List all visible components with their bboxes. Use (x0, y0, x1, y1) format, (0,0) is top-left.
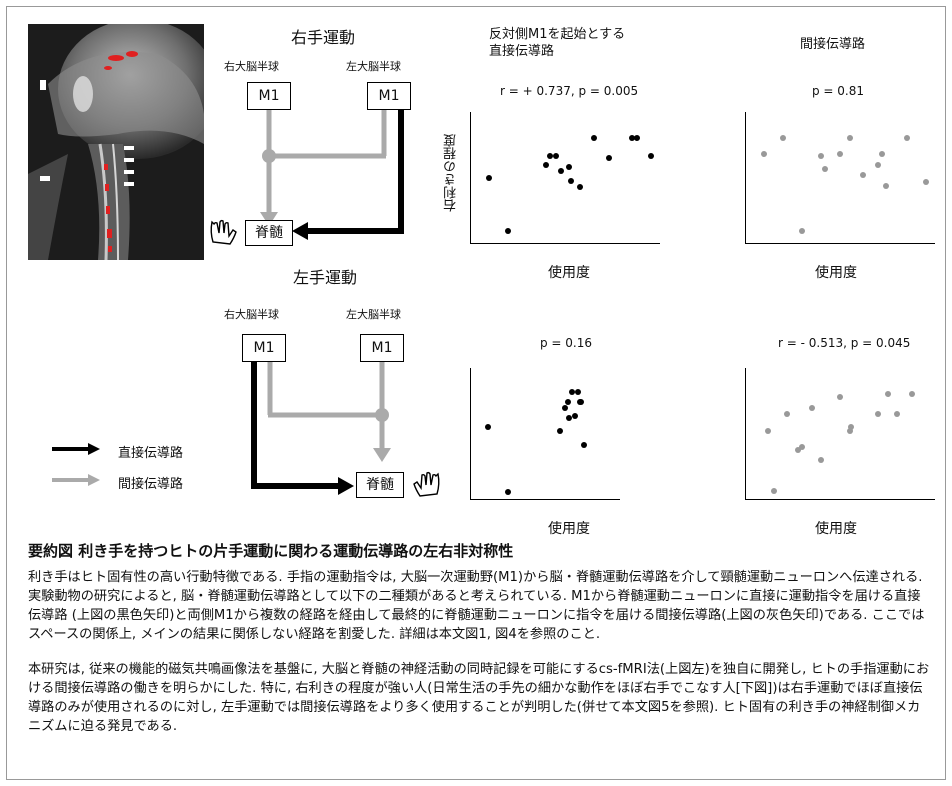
mri-image (28, 19, 218, 261)
scatter-point (783, 411, 790, 418)
legend-direct-label: 直接伝導路 (118, 446, 184, 461)
scatter-point (818, 152, 824, 159)
scatter-point (770, 487, 777, 494)
top-m1-right-hemisphere: M1 (247, 82, 291, 110)
scatter-point (590, 135, 597, 142)
scatter-point (859, 172, 866, 179)
scatter-point (799, 227, 805, 234)
top-pathway-arrows (260, 108, 404, 240)
scatter-point (799, 444, 805, 451)
top-title: 右手運動 (291, 28, 356, 47)
scatter-axis (470, 368, 620, 500)
scatter-point (878, 151, 885, 158)
scatter-point (505, 227, 511, 234)
column-header-direct: 反対側M1を起始とする 直接伝導路 (489, 27, 626, 59)
scatter-point (821, 165, 828, 172)
scatter-point (837, 151, 843, 158)
scatter-xlabel: 使用度 (815, 265, 857, 281)
legend-indirect-arrow-icon (52, 474, 100, 486)
bottom-title: 左手運動 (293, 268, 358, 287)
bottom-spinal-cord: 脊髄 (356, 472, 404, 498)
scatter-point (564, 399, 571, 406)
scatter-point (808, 404, 815, 411)
caption-paragraph-1: 利き手はヒト固有性の高い行動特徴である. 手指の運動指令は, 大脳一次運動野(M… (28, 570, 925, 642)
scatter-xlabel: 使用度 (815, 521, 857, 537)
scatter-point (884, 391, 891, 398)
scatter-title: r = + 0.737, p = 0.005 (500, 84, 639, 98)
scatter-point (848, 424, 855, 431)
column-header-indirect: 間接伝導路 (800, 37, 866, 52)
scatter-point (567, 177, 574, 184)
scatter-axis (470, 112, 660, 244)
caption-paragraph-2: 本研究は, 従来の機能的磁気共鳴画像法を基盤に, 大脳と脊髄の神経活動の同時記録… (28, 662, 930, 734)
bottom-right-hemisphere-label: 左大脳半球 (346, 308, 401, 321)
scatter-point (561, 404, 568, 411)
scatter-point (569, 388, 575, 395)
caption-title: 要約図 利き手を持つヒトの片手運動に関わる運動伝導路の左右非対称性 (28, 542, 514, 560)
legend-indirect-label: 間接伝導路 (118, 477, 184, 492)
top-right-hemisphere-label: 左大脳半球 (346, 60, 401, 73)
scatter-point (761, 151, 767, 158)
hand-icon (413, 471, 440, 497)
scatter-point (572, 412, 578, 419)
scatter-point (882, 182, 889, 189)
scatter-point (846, 428, 853, 435)
scatter-point (485, 424, 491, 431)
scatter-point (875, 411, 881, 418)
scatter-point (909, 391, 916, 398)
scatter-point (557, 428, 563, 435)
scatter-point (486, 175, 492, 181)
scatter-point (903, 135, 910, 142)
scatter-point (575, 388, 581, 395)
scatter-point (628, 135, 635, 142)
scatter-point (543, 161, 549, 168)
bottom-left-hemisphere-label: 右大脳半球 (224, 308, 279, 321)
scatter-title: p = 0.81 (812, 84, 865, 98)
scatter-axis (745, 112, 935, 244)
scatter-point (578, 399, 584, 406)
scatter-point (846, 135, 853, 142)
bottom-m1-left-hemisphere: M1 (360, 334, 404, 362)
scatter-title: r = - 0.513, p = 0.045 (778, 336, 911, 350)
scatter-point (780, 135, 786, 142)
scatter-point (922, 178, 929, 185)
scatter-point (837, 394, 843, 401)
hand-icon (210, 219, 237, 245)
scatter-point (552, 152, 559, 159)
scatter-point (546, 152, 553, 159)
scatter-point (605, 155, 612, 162)
scatter-title: p = 0.16 (540, 336, 593, 350)
scatter-point (558, 168, 565, 175)
scatter-point (565, 164, 572, 171)
scatter-xlabel: 使用度 (548, 265, 590, 281)
bottom-pathway-arrows (251, 356, 391, 495)
top-left-hemisphere-label: 右大脳半球 (224, 60, 279, 73)
legend-direct-arrow-icon (52, 443, 100, 455)
scatter-point (818, 457, 824, 464)
scatter-axis (745, 368, 935, 500)
scatter-point (566, 415, 572, 422)
bottom-m1-right-hemisphere: M1 (242, 334, 286, 362)
top-spinal-cord: 脊髄 (245, 220, 293, 246)
top-m1-left-hemisphere: M1 (367, 82, 411, 110)
scatter-point (581, 441, 587, 448)
scatter-point (647, 152, 654, 159)
scatter-point (634, 135, 641, 142)
scatter-point (577, 184, 584, 191)
scatter-xlabel: 使用度 (548, 521, 590, 537)
scatter-point (894, 411, 900, 418)
scatter-ylabel: 右利きの程度 (444, 134, 459, 212)
scatter-point (795, 446, 802, 453)
scatter-point (875, 161, 881, 168)
scatter-point (764, 428, 771, 435)
scatter-point (504, 489, 511, 496)
